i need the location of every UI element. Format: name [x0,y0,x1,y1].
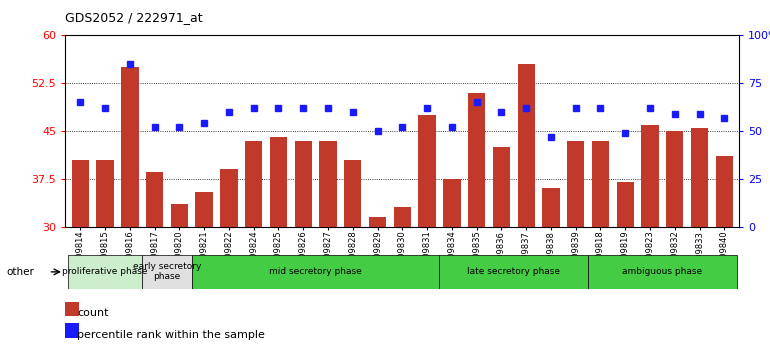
Bar [468,93,485,227]
Bar [65,323,79,338]
Bar [517,64,535,227]
Bar [65,302,79,316]
Bar [369,217,387,227]
Bar [641,125,658,227]
Bar [588,255,737,289]
Bar [171,204,188,227]
Bar [121,67,139,227]
Text: early secretory
phase: early secretory phase [132,262,201,281]
Bar [270,137,287,227]
Bar [592,141,609,227]
Bar [245,141,263,227]
Text: ambiguous phase: ambiguous phase [622,267,702,276]
Bar [96,160,114,227]
Text: other: other [6,267,34,277]
Bar [715,156,733,227]
Bar [440,255,588,289]
Text: percentile rank within the sample: percentile rank within the sample [77,330,265,339]
Bar [320,141,336,227]
Bar [142,255,192,289]
Bar [567,141,584,227]
Bar [72,160,89,227]
Bar [666,131,684,227]
Bar [493,147,510,227]
Text: GDS2052 / 222971_at: GDS2052 / 222971_at [65,11,203,24]
Bar [418,115,436,227]
Bar [393,207,411,227]
Bar [295,141,312,227]
Text: proliferative phase: proliferative phase [62,267,148,276]
Bar [196,192,213,227]
Bar [344,160,361,227]
Text: late secretory phase: late secretory phase [467,267,561,276]
Bar [691,128,708,227]
Text: mid secretory phase: mid secretory phase [270,267,362,276]
Bar [542,188,560,227]
Text: count: count [77,308,109,318]
Bar [68,255,142,289]
Bar [617,182,634,227]
Bar [220,169,238,227]
Bar [146,172,163,227]
Bar [444,179,460,227]
Bar [192,255,440,289]
